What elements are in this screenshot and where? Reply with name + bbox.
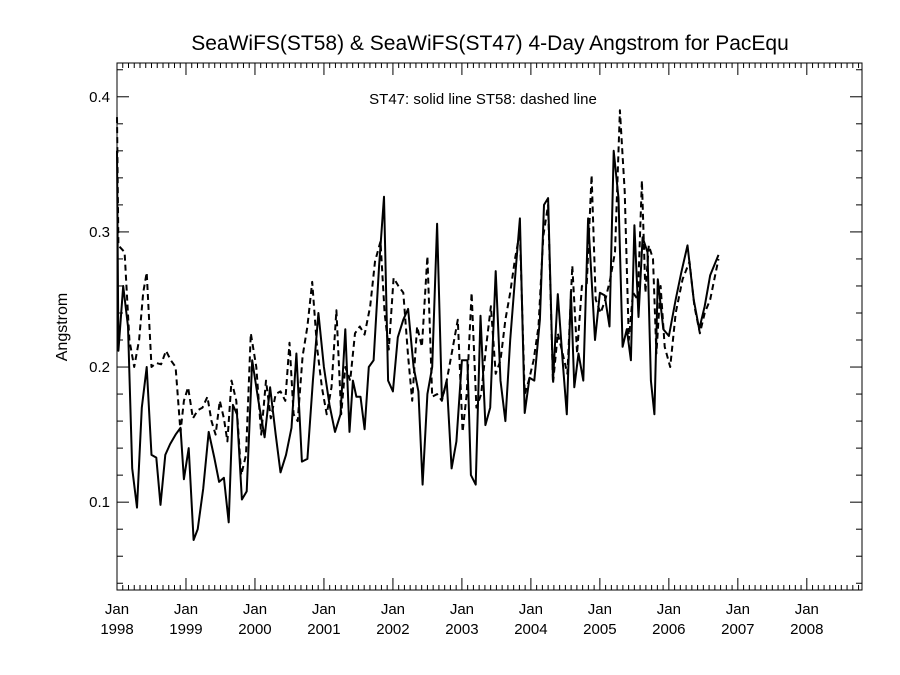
x-tick-year-label: 2001 xyxy=(307,621,340,638)
x-tick-year-label: 1999 xyxy=(169,621,202,638)
x-axis: Jan 1998 Jan 1999 Jan 2000 Jan 2001 Jan 2002 Jan 20… xyxy=(100,63,860,638)
x-tick-year-label: 2006 xyxy=(652,621,685,638)
x-tick-year-label: 1998 xyxy=(100,621,133,638)
y-tick-label: 0.3 xyxy=(89,224,110,241)
x-tick-month-label: Jan xyxy=(243,601,267,618)
x-tick-month-label: Jan xyxy=(105,601,129,618)
x-tick-month-label: Jan xyxy=(450,601,474,618)
y-axis: 0.1 0.2 0.3 0.4 xyxy=(89,69,862,584)
series-line-st58 xyxy=(116,109,720,477)
x-tick-year-label: 2007 xyxy=(721,621,754,638)
x-tick-month-label: Jan xyxy=(795,601,819,618)
y-tick-label: 0.2 xyxy=(89,359,110,376)
x-tick-year-label: 2003 xyxy=(445,621,478,638)
x-tick-month-label: Jan xyxy=(174,601,198,618)
series-layer xyxy=(116,109,720,541)
y-axis-label: Angstrom xyxy=(54,293,71,361)
x-tick-year-label: 2008 xyxy=(790,621,823,638)
x-tick-year-label: 2004 xyxy=(514,621,547,638)
x-tick-month-label: Jan xyxy=(726,601,750,618)
y-tick-label: 0.4 xyxy=(89,89,110,106)
x-tick-month-label: Jan xyxy=(588,601,612,618)
x-tick-month-label: Jan xyxy=(312,601,336,618)
x-tick-month-label: Jan xyxy=(657,601,681,618)
x-tick-month-label: Jan xyxy=(381,601,405,618)
x-tick-year-label: 2005 xyxy=(583,621,616,638)
chart-title: SeaWiFS(ST58) & SeaWiFS(ST47) 4-Day Angs… xyxy=(191,32,789,55)
legend-annotation: ST47: solid line ST58: dashed line xyxy=(369,91,597,108)
x-tick-year-label: 2002 xyxy=(376,621,409,638)
x-tick-month-label: Jan xyxy=(519,601,543,618)
series-line-st47 xyxy=(116,149,720,541)
plot-frame xyxy=(116,62,863,591)
x-tick-year-label: 2000 xyxy=(238,621,271,638)
y-tick-label: 0.1 xyxy=(89,494,110,511)
